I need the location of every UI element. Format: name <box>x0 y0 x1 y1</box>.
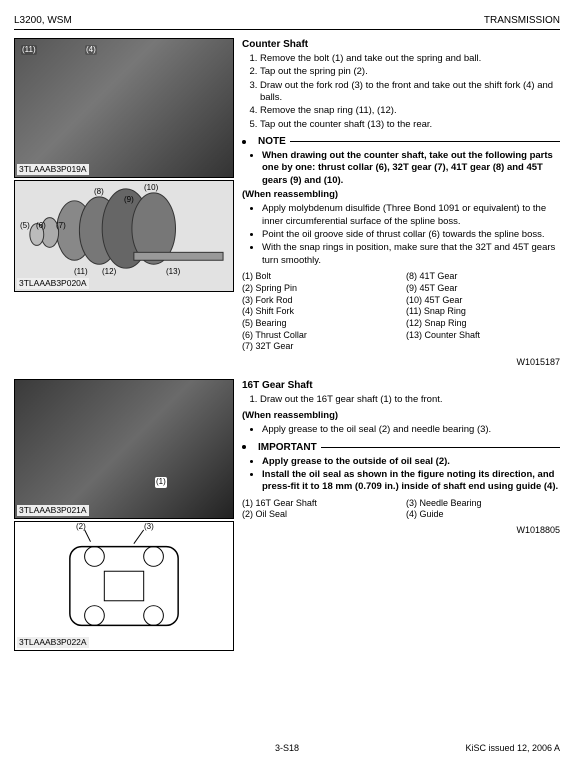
list-item: Apply grease to the oil seal (2) and nee… <box>262 424 560 436</box>
reassembling-label-1: (When reassembling) <box>242 189 560 201</box>
parts-legend-2: (1) 16T Gear Shaft (2) Oil Seal (3) Need… <box>242 498 560 521</box>
header-left: L3200, WSM <box>14 14 72 27</box>
figure-3: (1) 3TLAAAB3P021A <box>14 379 234 519</box>
step: Tap out the spring pin (2). <box>260 66 560 78</box>
part: (9) 45T Gear <box>406 283 560 295</box>
reassemble-list-2: Apply grease to the oil seal (2) and nee… <box>242 424 560 436</box>
part: (1) 16T Gear Shaft <box>242 498 396 510</box>
header-right: TRANSMISSION <box>484 14 560 27</box>
important-list: Apply grease to the outside of oil seal … <box>242 456 560 494</box>
wcode-2: W1018805 <box>242 525 560 537</box>
section-2-steps: Draw out the 16T gear shaft (1) to the f… <box>242 394 560 406</box>
part: (5) Bearing <box>242 318 396 330</box>
figure-4-label: 3TLAAAB3P022A <box>17 637 89 648</box>
wcode-1: W1015187 <box>242 357 560 369</box>
step: Tap out the counter shaft (13) to the re… <box>260 119 560 131</box>
section-2-title: 16T Gear Shaft <box>242 379 560 392</box>
section-1-steps: Remove the bolt (1) and take out the spr… <box>242 53 560 131</box>
header-rule <box>14 29 560 30</box>
figure-4: (2) (3) 3TLAAAB3P022A <box>14 521 234 651</box>
list-item: Apply molybdenum disulfide (Three Bond 1… <box>262 203 560 228</box>
step: Draw out the 16T gear shaft (1) to the f… <box>260 394 560 406</box>
issued-note: KiSC issued 12, 2006 A <box>465 743 560 755</box>
callout-12: (12) <box>101 267 117 277</box>
image-column-1: (11) (4) 3TLAAAB3P019A (8) (10) (9) (5) … <box>14 38 234 369</box>
callout-7: (7) <box>55 221 67 231</box>
part: (2) Oil Seal <box>242 509 396 521</box>
part: (12) Snap Ring <box>406 318 560 330</box>
figure-3-label: 3TLAAAB3P021A <box>17 505 89 516</box>
part: (4) Guide <box>406 509 560 521</box>
figure-1-label: 3TLAAAB3P019A <box>17 164 89 175</box>
step: Remove the bolt (1) and take out the spr… <box>260 53 560 65</box>
part: (3) Fork Rod <box>242 295 396 307</box>
callout-9: (9) <box>123 195 135 205</box>
important-bar: IMPORTANT <box>242 441 560 454</box>
callout-11b: (11) <box>73 267 89 277</box>
callout-13: (13) <box>165 267 181 277</box>
callout-8: (8) <box>93 187 105 197</box>
important-label: IMPORTANT <box>258 441 317 454</box>
important-rule <box>321 447 560 448</box>
text-column-1: Counter Shaft Remove the bolt (1) and ta… <box>242 38 560 369</box>
part: (8) 41T Gear <box>406 271 560 283</box>
important-item: Install the oil seal as shown in the fig… <box>262 469 560 494</box>
note-item: When drawing out the counter shaft, take… <box>262 150 560 187</box>
parts-legend-1: (1) Bolt (2) Spring Pin (3) Fork Rod (4)… <box>242 271 560 353</box>
text-column-2: 16T Gear Shaft Draw out the 16T gear sha… <box>242 379 560 653</box>
callout-1: (1) <box>155 477 167 487</box>
part: (2) Spring Pin <box>242 283 396 295</box>
callout-4: (4) <box>85 45 97 55</box>
section-1-title: Counter Shaft <box>242 38 560 51</box>
note-rule <box>290 141 560 142</box>
reassemble-list-1: Apply molybdenum disulfide (Three Bond 1… <box>242 203 560 267</box>
note-list: When drawing out the counter shaft, take… <box>242 150 560 187</box>
list-item: With the snap rings in position, make su… <box>262 242 560 267</box>
part: (6) Thrust Collar <box>242 330 396 342</box>
bullet-icon <box>242 445 246 449</box>
image-column-2: (1) 3TLAAAB3P021A (2) (3) 3TLAAAB3P022A <box>14 379 234 653</box>
section-16t-gear-shaft: (1) 3TLAAAB3P021A (2) (3) 3TLAAAB3P022A … <box>14 379 560 653</box>
step: Remove the snap ring (11), (12). <box>260 105 560 117</box>
part: (4) Shift Fork <box>242 306 396 318</box>
note-label: NOTE <box>258 135 286 148</box>
figure-1: (11) (4) 3TLAAAB3P019A <box>14 38 234 178</box>
callout-5: (5) <box>19 221 31 231</box>
reassembling-label-2: (When reassembling) <box>242 410 560 422</box>
callout-6: (6) <box>35 221 47 231</box>
part: (13) Counter Shaft <box>406 330 560 342</box>
callout-11: (11) <box>21 45 37 55</box>
part: (1) Bolt <box>242 271 396 283</box>
callout-10: (10) <box>143 183 159 193</box>
note-bar: NOTE <box>242 135 560 148</box>
list-item: Point the oil groove side of thrust coll… <box>262 229 560 241</box>
section-counter-shaft: (11) (4) 3TLAAAB3P019A (8) (10) (9) (5) … <box>14 38 560 369</box>
figure-2: (8) (10) (9) (5) (6) (7) (11) (12) (13) … <box>14 180 234 292</box>
figure-2-label: 3TLAAAB3P020A <box>17 278 89 289</box>
page-footer: 3-S18 KiSC issued 12, 2006 A <box>14 743 560 755</box>
callout-2: (2) <box>75 522 87 532</box>
part: (3) Needle Bearing <box>406 498 560 510</box>
step: Draw out the fork rod (3) to the front a… <box>260 80 560 105</box>
bullet-icon <box>242 140 246 144</box>
part: (11) Snap Ring <box>406 306 560 318</box>
part: (7) 32T Gear <box>242 341 396 353</box>
part: (10) 45T Gear <box>406 295 560 307</box>
callout-3: (3) <box>143 522 155 532</box>
important-item: Apply grease to the outside of oil seal … <box>262 456 560 468</box>
